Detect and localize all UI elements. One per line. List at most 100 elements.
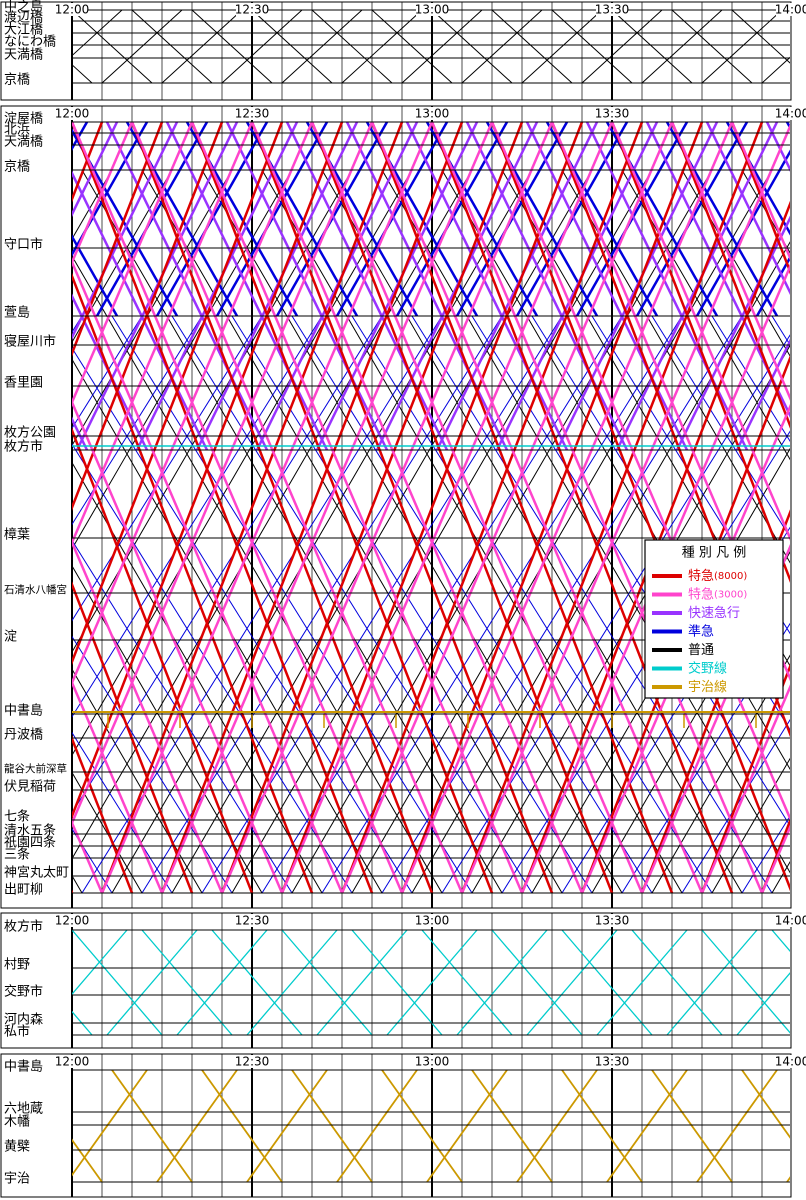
train-up xyxy=(100,121,434,894)
train-down xyxy=(201,1069,283,1183)
train-down xyxy=(730,121,790,261)
train-up xyxy=(220,121,554,894)
train-down xyxy=(610,121,790,583)
train-up xyxy=(72,315,263,622)
time-label-bg xyxy=(236,3,268,16)
time-label-bg xyxy=(596,914,628,927)
time-label-bg xyxy=(416,914,448,927)
time-label: 13:30 xyxy=(595,3,630,17)
train-down xyxy=(471,1069,553,1183)
legend-text: 交野線 xyxy=(688,660,727,676)
train-up xyxy=(72,121,119,218)
train-up xyxy=(72,315,143,430)
train-down xyxy=(72,426,254,894)
time-label-bg xyxy=(56,914,88,927)
train-up xyxy=(72,1069,148,1177)
station-label: 枚方市 xyxy=(4,919,43,935)
time-label-bg xyxy=(236,1055,268,1068)
time-label-bg xyxy=(56,1055,88,1068)
train-up xyxy=(526,929,618,1036)
train-down xyxy=(311,9,393,84)
train-up xyxy=(72,121,224,511)
train-up xyxy=(341,9,423,84)
train-up xyxy=(95,121,209,317)
time-label: 14:00 xyxy=(775,1055,806,1069)
station-label: 出町柳 xyxy=(4,883,43,898)
station-label: 黄檗 xyxy=(4,1140,30,1155)
legend-label: 宇治線 xyxy=(688,679,727,695)
train-down xyxy=(191,9,273,84)
station-label: 大江橋 xyxy=(4,23,43,38)
train-down xyxy=(72,1010,93,1036)
legend-text: 特急 xyxy=(688,569,714,584)
train-up xyxy=(700,684,790,894)
train-down xyxy=(430,121,734,894)
train-down xyxy=(351,315,713,894)
station-label: 天満橋 xyxy=(4,48,43,63)
train-down xyxy=(231,315,593,894)
station-label: 中書島 xyxy=(4,1060,43,1075)
train-up xyxy=(695,149,790,317)
train-down xyxy=(72,635,233,894)
train-down xyxy=(72,259,344,894)
train-down xyxy=(72,293,149,451)
train-down xyxy=(130,121,464,894)
station-label: 寝屋川市 xyxy=(4,334,56,350)
train-up xyxy=(280,121,584,894)
train-up xyxy=(340,121,644,894)
train-down xyxy=(72,170,209,451)
station-label: 七条 xyxy=(4,809,30,825)
train-up xyxy=(580,354,790,894)
train-down xyxy=(72,272,314,894)
time-label: 13:30 xyxy=(595,1055,630,1069)
train-up xyxy=(581,9,663,84)
time-label-bg xyxy=(56,107,88,120)
train-down xyxy=(802,170,806,893)
time-label-bg xyxy=(776,1055,806,1068)
train-down xyxy=(550,121,790,682)
train-up xyxy=(516,1069,598,1183)
train-down xyxy=(72,735,134,894)
train-down xyxy=(72,9,153,84)
train-down xyxy=(250,121,584,894)
station-label: 私市 xyxy=(4,1024,30,1040)
time-label-bg xyxy=(776,3,806,16)
train-down xyxy=(551,9,633,84)
train-up xyxy=(72,121,194,406)
train-up xyxy=(460,121,764,894)
train-down xyxy=(561,929,653,1036)
train-down xyxy=(430,121,764,894)
train-down xyxy=(651,315,790,539)
time-label: 14:00 xyxy=(775,914,806,928)
station-label: 香里園 xyxy=(4,376,43,391)
trains xyxy=(72,9,790,84)
train-up xyxy=(72,121,149,257)
train-down xyxy=(310,121,614,894)
train-up xyxy=(755,255,790,317)
train-down xyxy=(310,121,644,894)
station-label: 宇治 xyxy=(4,1172,30,1187)
train-down xyxy=(291,315,653,894)
train-up xyxy=(72,929,128,996)
train-down xyxy=(431,9,513,84)
station-label: 交野市 xyxy=(4,984,43,1000)
train-down xyxy=(645,121,790,419)
station-label: 三条 xyxy=(4,847,30,863)
train-down xyxy=(621,169,790,461)
station-label: 伏見稲荷 xyxy=(4,780,56,795)
time-label-bg xyxy=(416,3,448,16)
train-up xyxy=(176,929,268,1036)
time-label-bg xyxy=(236,914,268,927)
train-up xyxy=(72,121,344,820)
legend-text: 普通 xyxy=(688,643,714,658)
train-up xyxy=(221,9,303,84)
station-label: 村野 xyxy=(4,958,30,973)
train-up xyxy=(275,121,389,317)
legend-text: 準急 xyxy=(688,623,714,639)
train-down xyxy=(251,9,333,84)
legend-note: (8000) xyxy=(714,571,747,582)
train-down xyxy=(611,9,693,84)
train-down xyxy=(681,169,790,357)
legend-label: 特急(8000) xyxy=(688,569,747,584)
